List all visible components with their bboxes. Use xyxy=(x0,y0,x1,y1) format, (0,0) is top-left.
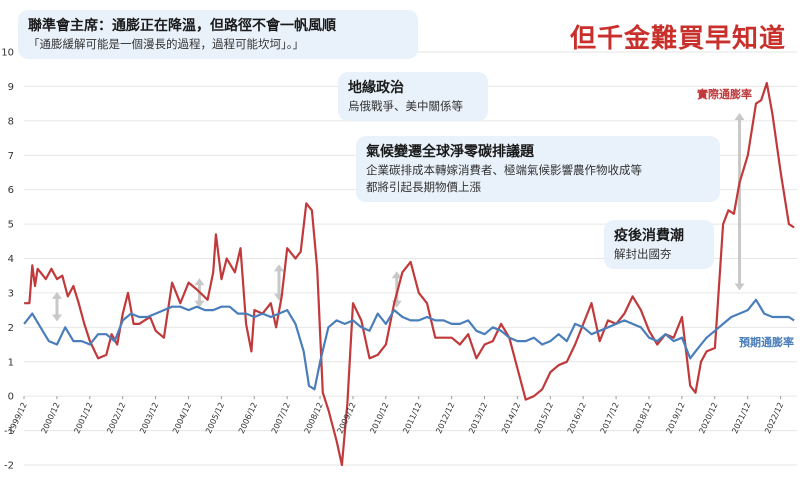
y-tick-label: 5 xyxy=(8,220,14,231)
callout-post-pandemic-title: 疫後消費潮 xyxy=(614,228,684,244)
headline-title: 但千金難買早知道 xyxy=(569,24,786,54)
callout-fed-chair-title: 聯準會主席：通膨正在降溫，但路徑不會一帆風順 xyxy=(28,18,336,34)
actual-series-label: 實際通膨率 xyxy=(697,87,752,101)
y-tick-label: -2 xyxy=(4,461,14,472)
y-tick-label: -1 xyxy=(4,426,14,437)
gap-arrow xyxy=(51,291,62,322)
x-axis-ticks: 1999/12 2000/12 2001/12 2002/12 2003/12 2004/… xyxy=(7,396,785,435)
x-tick-label: 2019/12 xyxy=(664,401,686,435)
expected-series-label: 預期通膨率 xyxy=(739,335,794,349)
y-axis-ticks: -2 -1 0 1 2 3 4 5 6 7 8 9 10 xyxy=(1,48,14,472)
x-tick-label: 2015/12 xyxy=(533,401,555,435)
callout-climate-title: 氣候變遷全球淨零碳排議題 xyxy=(366,144,534,160)
x-tick-label: 2020/12 xyxy=(697,401,719,435)
y-tick-label: 10 xyxy=(1,48,14,59)
callout-post-pandemic: 疫後消費潮 解封出國夯 xyxy=(604,220,714,269)
callout-fed-chair: 聯準會主席：通膨正在降溫，但路徑不會一帆風順 「通膨緩解可能是一個漫長的過程，過… xyxy=(18,10,418,59)
y-tick-label: 3 xyxy=(8,288,14,299)
callout-climate-line-2: 都將引起長期物價上漲 xyxy=(366,180,481,194)
x-tick-label: 1999/12 xyxy=(7,401,29,435)
callout-climate: 氣候變遷全球淨零碳排議題 企業碳排成本轉嫁消費者、極端氣候影響農作物收成等 都將… xyxy=(356,136,720,202)
x-tick-label: 2002/12 xyxy=(105,401,127,435)
x-tick-label: 2016/12 xyxy=(566,401,588,435)
x-tick-label: 2010/12 xyxy=(368,401,390,435)
x-tick-label: 2009/12 xyxy=(336,401,358,435)
callout-geopolitics-title: 地緣政治 xyxy=(348,80,404,96)
y-tick-label: 4 xyxy=(8,254,14,265)
x-tick-label: 2003/12 xyxy=(138,401,160,435)
y-tick-label: 7 xyxy=(8,151,14,162)
x-tick-label: 2021/12 xyxy=(730,401,752,435)
y-tick-label: 9 xyxy=(8,82,14,93)
series-lines xyxy=(23,81,795,467)
x-tick-label: 2011/12 xyxy=(401,401,423,435)
x-tick-label: 2017/12 xyxy=(599,401,621,435)
x-tick-label: 2012/12 xyxy=(434,401,456,435)
y-tick-label: 2 xyxy=(8,323,14,334)
callout-climate-line-1: 企業碳排成本轉嫁消費者、極端氣候影響農作物收成等 xyxy=(366,163,642,177)
x-tick-label: 2014/12 xyxy=(500,401,522,435)
y-tick-label: 6 xyxy=(8,185,14,196)
x-tick-label: 2013/12 xyxy=(467,401,489,435)
callout-fed-chair-line: 「通膨緩解可能是一個漫長的過程，過程可能坎坷」。」 xyxy=(28,37,304,51)
callout-geopolitics: 地緣政治 烏俄戰爭、美中關係等 xyxy=(338,72,488,121)
x-tick-label: 2022/12 xyxy=(763,401,785,435)
x-tick-label: 2007/12 xyxy=(270,401,292,435)
y-tick-label: 0 xyxy=(8,392,14,403)
callout-post-pandemic-line: 解封出國夯 xyxy=(614,247,672,261)
x-tick-label: 2008/12 xyxy=(303,401,325,435)
y-tick-label: 1 xyxy=(8,357,14,368)
expected-inflation-line xyxy=(23,298,795,391)
x-tick-label: 2005/12 xyxy=(204,401,226,435)
y-tick-label: 8 xyxy=(8,116,14,127)
callout-geopolitics-line: 烏俄戰爭、美中關係等 xyxy=(348,99,463,113)
x-tick-label: 2004/12 xyxy=(171,401,193,435)
gap-arrow xyxy=(734,112,745,291)
x-tick-label: 2018/12 xyxy=(632,401,654,435)
x-tick-label: 2006/12 xyxy=(237,401,259,435)
x-tick-label: 2001/12 xyxy=(72,401,94,435)
x-tick-label: 2000/12 xyxy=(40,401,62,435)
